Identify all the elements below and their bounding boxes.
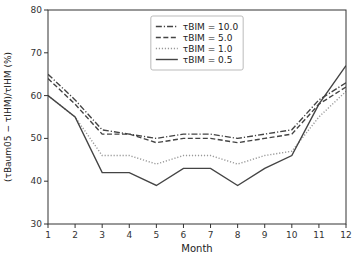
x-tick [237, 224, 238, 228]
legend-label: τBIM = 0.5 [183, 55, 233, 65]
x-tick-label: 8 [235, 230, 241, 240]
x-tick [156, 224, 157, 228]
series-line [48, 66, 346, 186]
x-tick-label: 7 [208, 230, 214, 240]
plot-frame [48, 10, 346, 224]
x-tick-label: 4 [126, 230, 132, 240]
y-tick-label: 30 [31, 219, 43, 229]
legend-label: τBIM = 1.0 [183, 44, 233, 54]
legend: τBIM = 10.0τBIM = 5.0τBIM = 1.0τBIM = 0.… [151, 16, 243, 70]
x-tick [318, 224, 319, 228]
x-tick-label: 1 [45, 230, 51, 240]
x-tick-label: 10 [286, 230, 298, 240]
y-tick-label: 40 [31, 176, 43, 186]
legend-swatch [156, 26, 178, 27]
x-tick [291, 224, 292, 228]
x-tick-label: 9 [262, 230, 268, 240]
x-tick-label: 12 [340, 230, 351, 240]
legend-swatch [156, 37, 178, 38]
x-tick-label: 6 [181, 230, 187, 240]
y-axis-label: (τBaum05 − τIHM)/τIHM (%) [3, 52, 13, 182]
legend-swatch [156, 59, 178, 60]
y-tick [44, 138, 48, 139]
legend-label: τBIM = 10.0 [183, 22, 239, 32]
legend-label: τBIM = 5.0 [183, 33, 233, 43]
x-tick-label: 3 [99, 230, 105, 240]
x-tick [210, 224, 211, 228]
y-tick [44, 52, 48, 53]
x-tick [183, 224, 184, 228]
x-tick [48, 224, 49, 228]
y-tick [44, 224, 48, 225]
y-tick [44, 10, 48, 11]
y-tick-label: 80 [31, 5, 43, 15]
lines [48, 66, 346, 186]
x-tick [102, 224, 103, 228]
legend-box [151, 16, 243, 70]
x-axis-label: Month [181, 243, 212, 254]
x-tick-label: 11 [313, 230, 324, 240]
y-tick-label: 70 [31, 48, 43, 58]
y-tick [44, 95, 48, 96]
y-tick-label: 60 [31, 91, 43, 101]
x-tick-label: 5 [153, 230, 159, 240]
plot-area [48, 10, 346, 224]
series-line [48, 78, 346, 142]
x-tick [264, 224, 265, 228]
x-tick-label: 2 [72, 230, 78, 240]
y-tick-label: 50 [31, 133, 43, 143]
legend-swatch [156, 48, 178, 49]
series-line [48, 74, 346, 138]
chart: 123456789101112304050607080Month(τBaum05… [0, 0, 356, 256]
x-tick [129, 224, 130, 228]
y-tick [44, 181, 48, 182]
x-tick [75, 224, 76, 228]
x-tick [346, 224, 347, 228]
